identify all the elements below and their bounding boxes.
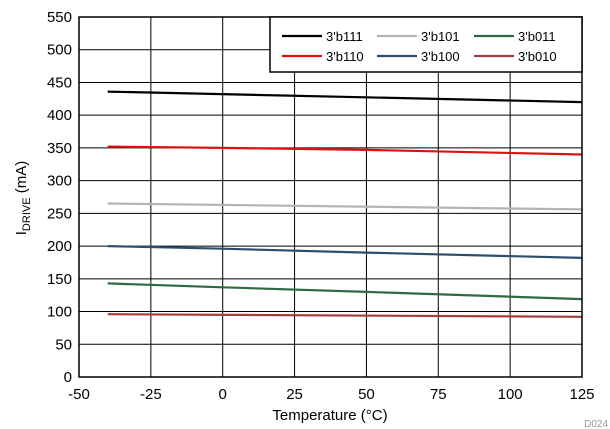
legend-label-2: 3'b011	[518, 29, 556, 44]
x-tick-label-5: 75	[430, 386, 447, 403]
legend-box	[269, 16, 583, 73]
y-tick-label-5: 250	[47, 205, 72, 222]
x-tick-label-6: 100	[498, 386, 523, 403]
series-line-0	[107, 90, 583, 104]
legend-label-4: 3'b100	[421, 49, 460, 64]
y-axis-title: IDRIVE (mA)	[13, 161, 33, 235]
series-line-1	[107, 202, 583, 211]
y-axis-title-subscript: DRIVE	[21, 197, 33, 231]
y-axis-title-unit: (mA)	[13, 161, 30, 198]
x-tick-labels: -50 -25 0 25 50 75 100 125	[68, 386, 594, 403]
series-line-5	[107, 313, 583, 318]
y-axis-title-main: I	[13, 231, 30, 235]
y-tick-label-9: 450	[47, 74, 72, 91]
figure-id: D024	[584, 419, 608, 429]
x-tick-label-1: -25	[140, 386, 162, 403]
legend-label-1: 3'b101	[421, 29, 460, 44]
x-tick-label-3: 25	[286, 386, 303, 403]
grid	[78, 16, 583, 378]
legend-label-0: 3'b111	[326, 29, 363, 44]
series-line-4	[107, 245, 583, 259]
y-tick-label-2: 100	[47, 304, 72, 321]
y-tick-label-3: 150	[47, 271, 72, 288]
y-tick-label-0: 0	[64, 369, 72, 386]
y-tick-labels: 0 50 100 150 200 250 300 350 400 450 500 550	[47, 9, 72, 386]
y-tick-label-11: 550	[47, 9, 72, 26]
series-line-3	[107, 145, 583, 156]
legend: 3'b111 3'b101 3'b011 3'b110 3'b100 3'b010	[269, 16, 583, 73]
x-axis-title: Temperature (°C)	[272, 407, 387, 424]
legend-label-5: 3'b010	[518, 49, 557, 64]
series-lines	[107, 90, 583, 318]
y-tick-label-4: 200	[47, 238, 72, 255]
x-tick-label-0: -50	[68, 386, 90, 403]
series-line-2	[107, 282, 583, 301]
x-tick-label-7: 125	[569, 386, 594, 403]
x-tick-label-4: 50	[358, 386, 375, 403]
y-tick-label-10: 500	[47, 42, 72, 59]
y-tick-label-8: 400	[47, 107, 72, 124]
y-tick-label-6: 300	[47, 173, 72, 190]
x-tick-label-2: 0	[219, 386, 227, 403]
legend-label-3: 3'b110	[326, 49, 364, 64]
y-tick-label-7: 350	[47, 140, 72, 157]
y-tick-label-1: 50	[55, 336, 72, 353]
